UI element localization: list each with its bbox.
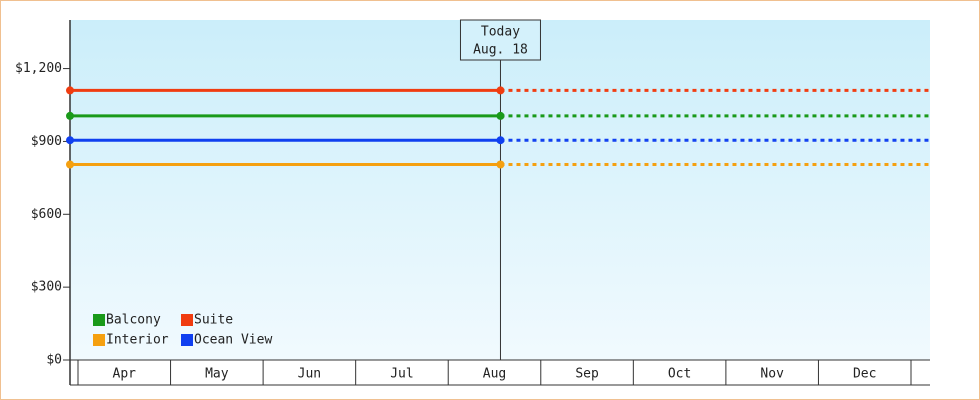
x-tick-label: Aug	[483, 367, 506, 382]
x-tick-label: Apr	[113, 367, 137, 382]
price-point	[66, 111, 74, 120]
legend-label: Balcony	[106, 313, 161, 328]
price-point	[496, 111, 505, 120]
x-tick-label: Jun	[298, 367, 321, 382]
legend-swatch	[181, 314, 193, 326]
price-point	[496, 160, 505, 169]
y-tick-label: $900	[31, 134, 62, 149]
x-tick-label: Sep	[575, 367, 599, 382]
legend-swatch	[93, 334, 105, 346]
x-tick-label: Dec	[853, 367, 876, 382]
price-point	[496, 136, 505, 145]
price-point	[66, 136, 74, 145]
y-tick-label: $0	[46, 353, 62, 368]
x-tick-label: Jul	[390, 367, 413, 382]
today-label: Today	[481, 25, 520, 40]
legend-label: Interior	[106, 333, 169, 348]
y-tick-label: $300	[31, 280, 62, 295]
price-point	[496, 86, 505, 95]
price-point	[66, 160, 74, 169]
x-tick-label: Nov	[760, 367, 784, 382]
legend-swatch	[93, 314, 105, 326]
y-tick-label: $600	[31, 207, 62, 222]
today-date: Aug. 18	[473, 43, 528, 58]
y-tick-label: $1,200	[15, 61, 62, 76]
x-tick-label: May	[205, 367, 229, 382]
today-box	[459, 19, 541, 61]
legend-swatch	[181, 334, 193, 346]
x-tick-label: Oct	[668, 367, 691, 382]
legend-label: Suite	[194, 313, 233, 328]
price-point	[66, 86, 74, 95]
legend-label: Ocean View	[194, 333, 272, 348]
